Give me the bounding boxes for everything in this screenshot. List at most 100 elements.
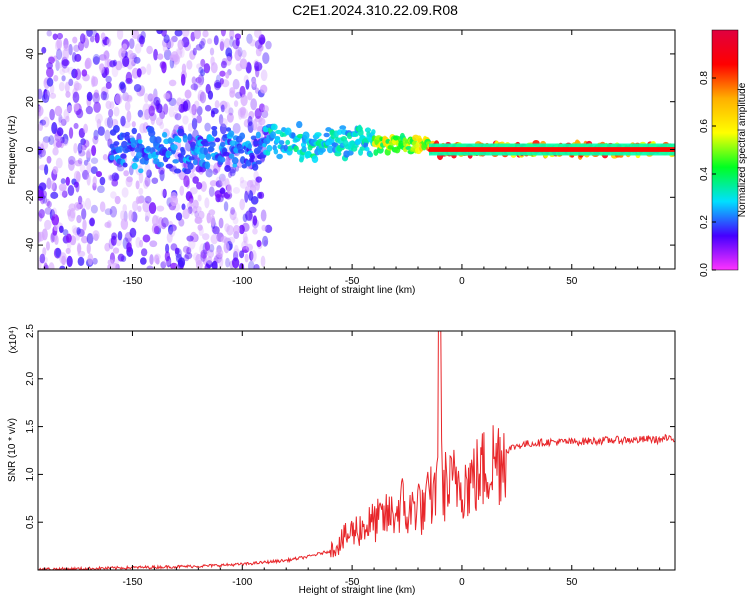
heatmap-speckle (223, 201, 229, 212)
heatmap-speckle (232, 186, 241, 194)
heatmap-speckle (200, 58, 206, 67)
heatmap-speckle (104, 58, 110, 71)
heatmap-speckle (188, 194, 194, 204)
heatmap-speckle (182, 208, 190, 220)
heatmap-speckle (238, 224, 245, 235)
heatmap-speckle (219, 70, 226, 77)
heatmap-speckle (192, 47, 197, 56)
heatmap-speckle (177, 39, 184, 50)
heatmap-speckle (126, 242, 132, 253)
heatmap-speckle (38, 182, 47, 191)
heatmap-cell (165, 163, 173, 169)
heatmap-speckle (114, 173, 120, 181)
snr-x-axis-label: Height of straight line (km) (299, 585, 416, 596)
heatmap-speckle (234, 49, 242, 61)
heatmap-speckle (73, 44, 80, 53)
heatmap-speckle (210, 215, 216, 227)
heatmap-speckle (254, 108, 262, 119)
heatmap-speckle (234, 91, 243, 99)
heatmap-speckle (83, 123, 88, 134)
heatmap-cell (241, 163, 247, 169)
heatmap-speckle (39, 253, 46, 264)
heatmap-speckle (247, 260, 255, 269)
heatmap-speckle (181, 30, 190, 38)
heatmap-speckle (50, 232, 55, 243)
heatmap-cell (122, 162, 128, 168)
heatmap-speckle (163, 34, 170, 44)
heatmap-speckle (105, 81, 112, 90)
heatmap-speckle (252, 227, 258, 235)
heatmap-speckle (137, 205, 142, 213)
heatmap-speckle (169, 262, 178, 269)
heatmap-speckle (107, 174, 113, 181)
heatmap-speckle (73, 103, 80, 112)
heatmap-speckle (183, 175, 190, 188)
heatmap-speckle (263, 239, 268, 246)
heatmap-speckle (48, 262, 55, 269)
heatmap-speckle (44, 90, 50, 101)
heatmap-speckle (158, 216, 164, 229)
heatmap-speckle (93, 129, 99, 141)
heatmap-speckle (144, 93, 149, 104)
heatmap-speckle (226, 183, 233, 195)
heatmap-speckle (191, 76, 197, 85)
heatmap-speckle (98, 54, 107, 61)
heatmap-speckle (220, 60, 227, 69)
heatmap-speckle (220, 117, 228, 128)
heatmap-y-tick-label: -40 (25, 237, 36, 252)
heatmap-speckle (234, 33, 242, 40)
heatmap-speckle (74, 82, 82, 91)
heatmap-speckle (251, 77, 257, 88)
heatmap-speckle (250, 98, 258, 111)
heatmap-x-tick-label: -50 (345, 276, 360, 287)
heatmap-speckle (92, 92, 100, 104)
heatmap-speckle (198, 210, 205, 220)
heatmap-speckle (58, 113, 63, 123)
heatmap-speckle (110, 191, 117, 199)
heatmap-speckle (120, 210, 125, 221)
heatmap-speckle (196, 75, 203, 88)
heatmap-speckle (38, 123, 44, 131)
heatmap-speckle (41, 93, 50, 103)
heatmap-speckle (154, 254, 160, 264)
heatmap-speckle (94, 32, 100, 44)
heatmap-cell (293, 145, 299, 153)
heatmap-y-tick-label: -20 (25, 190, 36, 205)
heatmap-speckle (225, 47, 233, 58)
heatmap-axis-ticks: -150 -100 -50 0 50 -40 -20 0 20 40 (25, 30, 675, 287)
heatmap-speckle (142, 200, 151, 213)
heatmap-cell (285, 139, 291, 145)
heatmap-speckle (56, 32, 64, 40)
heatmap-speckle (218, 217, 224, 229)
heatmap-cell (276, 153, 283, 160)
heatmap-speckle (212, 226, 220, 235)
heatmap-cell (364, 146, 370, 152)
heatmap-speckle (46, 30, 53, 37)
heatmap-cell (208, 146, 215, 152)
heatmap-speckle (244, 253, 249, 263)
heatmap-speckle (129, 227, 137, 238)
heatmap-speckle (262, 235, 269, 247)
heatmap-speckle (173, 111, 179, 120)
colorbar-ticks: 0.0 0.2 0.4 0.6 0.8 (699, 71, 716, 277)
heatmap-speckle (249, 39, 257, 47)
heatmap-speckle (54, 105, 63, 117)
heatmap-speckle (263, 105, 269, 113)
heatmap-cell (346, 150, 354, 156)
heatmap-speckle (197, 89, 205, 102)
heatmap-speckle (260, 69, 268, 82)
heatmap-speckle (77, 157, 83, 165)
heatmap-speckle (50, 191, 59, 199)
heatmap-speckle (80, 235, 89, 244)
heatmap-speckle (97, 185, 105, 194)
heatmap-speckle (104, 221, 111, 228)
heatmap-speckle (142, 103, 151, 115)
heatmap-speckle (164, 250, 170, 262)
heatmap-speckle (131, 30, 140, 39)
heatmap-cell (368, 152, 374, 158)
heatmap-speckle (193, 82, 198, 92)
heatmap-speckle (84, 59, 91, 70)
heatmap-speckle (59, 252, 67, 265)
heatmap-speckle (49, 92, 57, 99)
heatmap-speckle (62, 48, 69, 60)
